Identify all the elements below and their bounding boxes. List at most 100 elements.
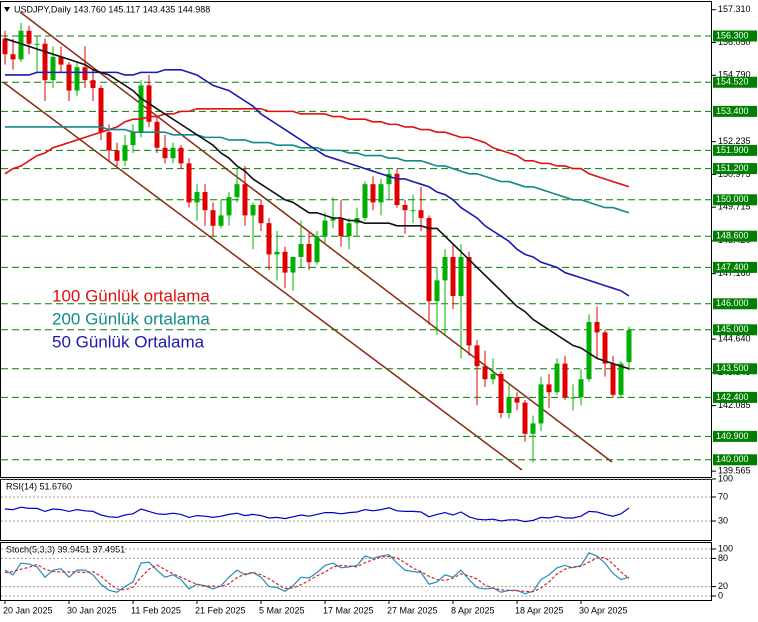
candle-body [154, 121, 160, 148]
candle-body [162, 147, 168, 159]
candle-body [234, 184, 240, 198]
level-label-box [713, 261, 757, 273]
candle-body [2, 38, 8, 55]
candle-body [442, 256, 448, 281]
series-line [5, 126, 630, 214]
candle-body [466, 256, 472, 346]
candle-body [306, 243, 312, 263]
level-label: 143.500 [716, 363, 749, 373]
candle-body [186, 163, 192, 203]
series-line [4, 555, 630, 593]
level-label-box [713, 194, 757, 206]
candle-body [210, 210, 216, 226]
y-tick-label: 156.050 [718, 37, 751, 47]
candle-body [482, 366, 488, 380]
series-line [5, 68, 630, 297]
series-line [4, 506, 630, 523]
level-label-box [713, 298, 757, 310]
legend-entry: 50 Günlük Ortalama [52, 332, 205, 351]
candle-body [58, 56, 64, 65]
y-tick-label: 157.310 [718, 4, 751, 14]
menu-arrow[interactable] [4, 7, 10, 12]
candle-body [18, 30, 24, 60]
x-tick-label: 5 Mar 2025 [259, 605, 305, 615]
candle-body [370, 184, 376, 203]
x-tick-label: 8 Apr 2025 [451, 605, 495, 615]
candle-body [274, 251, 280, 255]
level-label: 146.000 [716, 298, 749, 308]
x-tick-label: 11 Feb 2025 [131, 605, 181, 615]
series-line [4, 552, 630, 595]
candle-body [202, 191, 208, 211]
level-label: 142.400 [716, 392, 749, 402]
candle-body [522, 402, 528, 434]
candle-body [34, 43, 40, 45]
series-line [4, 37, 630, 370]
candle-body [602, 332, 608, 364]
x-tick-label: 18 Apr 2025 [515, 605, 564, 615]
y-tick-label: 142.085 [718, 400, 751, 410]
candle-body [570, 397, 576, 399]
candle-body [618, 363, 624, 395]
candle-body [314, 236, 320, 263]
y-tick-label: 100 [718, 543, 733, 553]
candle-body [498, 373, 504, 413]
level-label-box [713, 324, 757, 336]
channel-lower [2, 81, 523, 471]
candle-body [250, 204, 256, 216]
candle-body [322, 220, 328, 237]
candle-body [546, 384, 552, 393]
candle-body [426, 217, 432, 302]
level-label-box [713, 163, 757, 175]
main-panel [0, 1, 712, 478]
candle-body [362, 184, 368, 218]
candle-body [178, 147, 184, 164]
candle-body [82, 67, 88, 81]
level-label: 150.000 [716, 194, 749, 204]
level-label: 145.000 [716, 324, 749, 334]
candle-body [394, 173, 400, 205]
candle-body [506, 397, 512, 413]
candle-body [90, 80, 96, 88]
y-tick-label: 149.715 [718, 202, 751, 212]
candle-body [218, 215, 224, 226]
candle-body [450, 256, 456, 296]
candle-body [138, 85, 144, 133]
candle-body [170, 147, 176, 159]
y-tick-label: 152.235 [718, 136, 751, 146]
candle-body [346, 223, 352, 237]
candle-body [530, 423, 536, 434]
level-label: 140.000 [716, 454, 749, 464]
candle-body [610, 363, 616, 395]
candle-body [122, 145, 128, 161]
level-label-box [713, 454, 757, 466]
y-tick-label: 0 [718, 590, 723, 600]
y-tick-label: 154.790 [718, 70, 751, 80]
x-tick-label: 20 Jan 2025 [3, 605, 53, 615]
candle-body [10, 54, 16, 60]
candle-body [74, 67, 80, 91]
candle-body [114, 150, 120, 161]
level-label: 148.600 [716, 231, 749, 241]
y-tick-label: 30 [718, 515, 728, 525]
candle-body [330, 217, 336, 221]
legend-entry: 100 Günlük ortalama [52, 286, 210, 305]
level-label-box [713, 144, 757, 156]
candle-body [514, 397, 520, 403]
level-label-box [713, 391, 757, 403]
level-label-box [713, 76, 757, 88]
candle-body [298, 243, 304, 257]
candle-body [130, 132, 136, 146]
x-tick-label: 30 Apr 2025 [579, 605, 628, 615]
x-tick-label: 17 Mar 2025 [323, 605, 374, 615]
candle-body [338, 217, 344, 237]
candle-body [586, 321, 592, 380]
level-label: 153.400 [716, 106, 749, 116]
x-tick-label: 30 Jan 2025 [67, 605, 117, 615]
candle-body [626, 330, 632, 363]
level-label-box [713, 430, 757, 442]
y-tick-label: 147.160 [718, 268, 751, 278]
candle-body [242, 184, 248, 216]
